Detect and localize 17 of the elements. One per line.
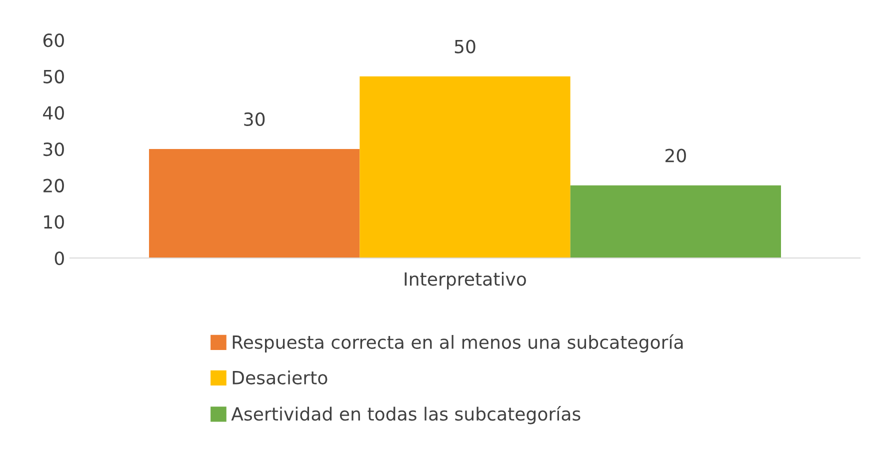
bar — [570, 185, 781, 258]
bar — [149, 149, 360, 258]
y-tick-label: 20 — [43, 178, 64, 192]
y-tick-label: 10 — [44, 215, 64, 229]
y-tick-label: 50 — [44, 70, 64, 84]
data-label: 50 — [454, 40, 476, 54]
x-tick-label: Interpretativo — [404, 272, 526, 290]
bar — [360, 76, 570, 258]
data-label: 20 — [666, 148, 686, 162]
y-tick-label: 30 — [44, 142, 64, 156]
y-tick-label: 60 — [43, 33, 64, 48]
legend-label: Respuesta correcta en al menos una subcategoría — [232, 334, 683, 352]
legend-label: Desacierto — [232, 370, 328, 384]
y-tick-label: 0 — [54, 251, 64, 266]
y-tick-label: 40 — [43, 106, 64, 120]
data-label: 30 — [244, 112, 265, 126]
legend-label: Asertividad en todas las subcategorías — [231, 406, 580, 424]
